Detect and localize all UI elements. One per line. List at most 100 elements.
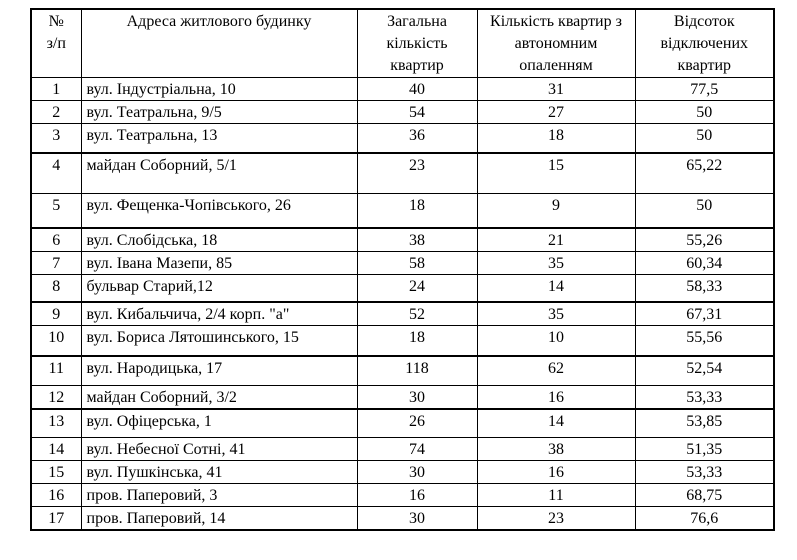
address-cell: вул. Народицька, 17 bbox=[80, 354, 358, 386]
percent-disconnected-cell: 53,33 bbox=[634, 385, 775, 410]
percent-disconnected-cell: 67,31 bbox=[634, 301, 775, 326]
percent-disconnected-cell: 50 bbox=[634, 100, 775, 124]
total-apartments-cell: 23 bbox=[356, 151, 478, 194]
autonomous-heating-cell: 14 bbox=[476, 273, 636, 303]
row-number-cell: 10 bbox=[30, 325, 82, 356]
row-number-cell: 14 bbox=[30, 436, 82, 461]
row-number-cell: 1 bbox=[30, 77, 82, 101]
total-apartments-cell: 30 bbox=[356, 505, 478, 530]
percent-disconnected-cell: 55,56 bbox=[634, 325, 775, 356]
total-apartments-cell: 54 bbox=[356, 100, 478, 124]
percent-disconnected-cell: 53,33 bbox=[634, 459, 775, 484]
total-apartments-cell: 52 bbox=[356, 301, 478, 326]
percent-disconnected-cell: 53,85 bbox=[634, 408, 775, 438]
total-apartments-cell: 38 bbox=[356, 226, 478, 252]
total-apartments-cell: 24 bbox=[356, 273, 478, 303]
autonomous-heating-cell: 14 bbox=[476, 408, 636, 438]
autonomous-heating-cell: 16 bbox=[476, 385, 636, 410]
row-number-cell: 4 bbox=[30, 151, 82, 194]
address-cell: вул. Індустріальна, 10 bbox=[80, 77, 358, 101]
table-row: 5 вул. Фещенка-Чопівського, 26 18 9 50 bbox=[30, 193, 775, 228]
table-row: 2 вул. Театральна, 9/5 54 27 50 bbox=[30, 100, 775, 124]
total-apartments-cell: 58 bbox=[356, 250, 478, 275]
row-number-cell: 7 bbox=[30, 250, 82, 275]
header-percent-disconnected: Відсоток відключених квартир bbox=[634, 8, 775, 78]
total-apartments-cell: 74 bbox=[356, 436, 478, 461]
autonomous-heating-cell: 62 bbox=[476, 354, 636, 386]
table-row: 3 вул. Театральна, 13 36 18 50 bbox=[30, 123, 775, 153]
percent-disconnected-cell: 55,26 bbox=[634, 226, 775, 252]
row-number-cell: 17 bbox=[30, 505, 82, 530]
table-row: 12 майдан Соборний, 3/2 30 16 53,33 bbox=[30, 385, 775, 410]
total-apartments-cell: 40 bbox=[356, 77, 478, 101]
address-cell: майдан Соборний, 5/1 bbox=[80, 151, 358, 194]
total-apartments-cell: 18 bbox=[356, 193, 478, 228]
header-autonomous-heating: Кількість квартир з автономним опаленням bbox=[476, 8, 636, 78]
percent-disconnected-cell: 58,33 bbox=[634, 273, 775, 303]
header-total-apartments: Загальна кількість квартир bbox=[356, 8, 478, 78]
total-apartments-cell: 36 bbox=[356, 123, 478, 153]
total-apartments-cell: 26 bbox=[356, 408, 478, 438]
row-number-cell: 9 bbox=[30, 301, 82, 326]
row-number-cell: 5 bbox=[30, 193, 82, 228]
table-row: 15 вул. Пушкінська, 41 30 16 53,33 bbox=[30, 459, 775, 484]
row-number-cell: 12 bbox=[30, 385, 82, 410]
total-apartments-cell: 118 bbox=[356, 354, 478, 386]
table-row: 1 вул. Індустріальна, 10 40 31 77,5 bbox=[30, 77, 775, 101]
table-row: 16 пров. Паперовий, 3 16 11 68,75 bbox=[30, 482, 775, 507]
autonomous-heating-cell: 38 bbox=[476, 436, 636, 461]
autonomous-heating-cell: 35 bbox=[476, 301, 636, 326]
autonomous-heating-cell: 15 bbox=[476, 151, 636, 194]
autonomous-heating-cell: 16 bbox=[476, 459, 636, 484]
table-row: 8 бульвар Старий,12 24 14 58,33 bbox=[30, 273, 775, 303]
percent-disconnected-cell: 51,35 bbox=[634, 436, 775, 461]
autonomous-heating-cell: 35 bbox=[476, 250, 636, 275]
row-number-cell: 2 bbox=[30, 100, 82, 124]
table-row: 11 вул. Народицька, 17 118 62 52,54 bbox=[30, 354, 775, 386]
address-cell: бульвар Старий,12 bbox=[80, 273, 358, 303]
percent-disconnected-cell: 60,34 bbox=[634, 250, 775, 275]
table-row: 17 пров. Паперовий, 14 30 23 76,6 bbox=[30, 505, 775, 530]
table-row: 4 майдан Соборний, 5/1 23 15 65,22 bbox=[30, 151, 775, 194]
address-cell: вул. Театральна, 9/5 bbox=[80, 100, 358, 124]
table-row: 13 вул. Офіцерська, 1 26 14 53,85 bbox=[30, 408, 775, 438]
autonomous-heating-cell: 31 bbox=[476, 77, 636, 101]
autonomous-heating-cell: 21 bbox=[476, 226, 636, 252]
table-row: 9 вул. Кибальчича, 2/4 корп. "а" 52 35 67,31 bbox=[30, 301, 775, 326]
percent-disconnected-cell: 50 bbox=[634, 193, 775, 228]
address-cell: вул. Небесної Сотні, 41 bbox=[80, 436, 358, 461]
row-number-cell: 15 bbox=[30, 459, 82, 484]
autonomous-heating-cell: 23 bbox=[476, 505, 636, 530]
header-address: Адреса житлового будинку bbox=[80, 8, 358, 78]
total-apartments-cell: 30 bbox=[356, 385, 478, 410]
header-row: № з/п Адреса житлового будинку Загальна … bbox=[30, 8, 775, 78]
total-apartments-cell: 30 bbox=[356, 459, 478, 484]
apartments-table: № з/п Адреса житлового будинку Загальна … bbox=[30, 8, 775, 531]
row-number-cell: 13 bbox=[30, 408, 82, 438]
table-row: 10 вул. Бориса Лятошинського, 15 18 10 55,56 bbox=[30, 325, 775, 356]
table-body: 1 вул. Індустріальна, 10 40 31 77,5 2 вул. Теа… bbox=[30, 77, 775, 530]
percent-disconnected-cell: 76,6 bbox=[634, 505, 775, 530]
total-apartments-cell: 16 bbox=[356, 482, 478, 507]
autonomous-heating-cell: 10 bbox=[476, 325, 636, 356]
percent-disconnected-cell: 68,75 bbox=[634, 482, 775, 507]
autonomous-heating-cell: 9 bbox=[476, 193, 636, 228]
row-number-cell: 11 bbox=[30, 354, 82, 386]
address-cell: вул. Кибальчича, 2/4 корп. "а" bbox=[80, 301, 358, 326]
percent-disconnected-cell: 50 bbox=[634, 123, 775, 153]
row-number-cell: 16 bbox=[30, 482, 82, 507]
address-cell: вул. Бориса Лятошинського, 15 bbox=[80, 325, 358, 356]
row-number-cell: 8 bbox=[30, 273, 82, 303]
row-number-cell: 3 bbox=[30, 123, 82, 153]
table-row: 6 вул. Слобідська, 18 38 21 55,26 bbox=[30, 226, 775, 252]
percent-disconnected-cell: 65,22 bbox=[634, 151, 775, 194]
address-cell: вул. Пушкінська, 41 bbox=[80, 459, 358, 484]
autonomous-heating-cell: 27 bbox=[476, 100, 636, 124]
address-cell: вул. Театральна, 13 bbox=[80, 123, 358, 153]
address-cell: майдан Соборний, 3/2 bbox=[80, 385, 358, 410]
address-cell: вул. Івана Мазепи, 85 bbox=[80, 250, 358, 275]
percent-disconnected-cell: 77,5 bbox=[634, 77, 775, 101]
autonomous-heating-cell: 18 bbox=[476, 123, 636, 153]
total-apartments-cell: 18 bbox=[356, 325, 478, 356]
